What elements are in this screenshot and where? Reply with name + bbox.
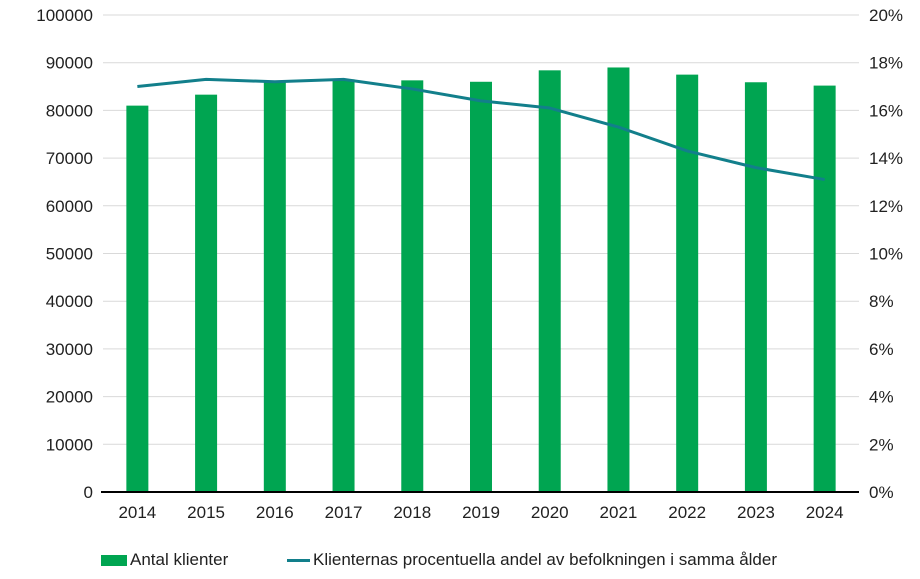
x-axis-tick-label: 2024 (806, 503, 844, 522)
y-axis-right-tick-label: 12% (869, 197, 903, 216)
bar-2014 (126, 105, 149, 492)
y-axis-left-tick-label: 50000 (46, 245, 93, 264)
bar-2022 (676, 74, 699, 492)
x-axis-tick-label: 2014 (118, 503, 156, 522)
y-axis-right-tick-label: 6% (869, 340, 894, 359)
bar-2016 (263, 81, 286, 492)
bar-2015 (195, 94, 218, 492)
legend-line-label: Klienternas procentuella andel av befolk… (313, 550, 778, 569)
x-axis-tick-label: 2022 (668, 503, 706, 522)
bar-2020 (538, 70, 561, 492)
y-axis-right-tick-label: 4% (869, 388, 894, 407)
y-axis-right-tick-label: 16% (869, 101, 903, 120)
combo-chart: 0 10000 20000 30000 40000 50000 60000 70000 8000… (36, 6, 903, 522)
y-axis-right-tick-label: 8% (869, 292, 894, 311)
bar-2019 (470, 81, 492, 492)
y-axis-left-tick-label: 10000 (46, 435, 93, 454)
bar-2017 (332, 79, 355, 493)
y-axis-left-tick-label: 70000 (46, 149, 93, 168)
bar-2023 (744, 82, 767, 492)
bar-2018 (401, 80, 424, 492)
legend-item-antal-klienter: Antal klienter (101, 550, 228, 570)
x-axis-tick-label: 2015 (187, 503, 225, 522)
y-axis-left-tick-label: 60000 (46, 197, 93, 216)
bar-2024 (813, 85, 836, 492)
bar-2021 (607, 67, 630, 492)
y-axis-left-tick-label: 20000 (46, 388, 93, 407)
trend-line (137, 77, 825, 182)
y-axis-right-tick-label: 0% (869, 483, 894, 502)
y-axis-left-tick-label: 100000 (36, 6, 93, 25)
line-legend-swatch-icon (287, 558, 310, 562)
y-axis-left-tick-label: 80000 (46, 101, 93, 120)
legend-bar-label: Antal klienter (130, 550, 229, 569)
y-axis-left-tick-label: 0 (84, 483, 93, 502)
y-axis-left-tick-label: 30000 (46, 340, 93, 359)
x-axis-tick-label: 2016 (256, 503, 294, 522)
x-axis-tick-label: 2023 (737, 503, 775, 522)
legend-item-procentuell-andel: Klienternas procentuella andel av befolk… (287, 550, 777, 570)
x-axis-tick-label: 2019 (462, 503, 500, 522)
chart-container: 0 10000 20000 30000 40000 50000 60000 70000 8000… (36, 6, 903, 569)
y-axis-left-tick-label: 90000 (46, 54, 93, 73)
y-axis-right-tick-label: 2% (869, 435, 894, 454)
y-axis-right-tick-label: 20% (869, 6, 903, 25)
y-axis-right-tick-label: 14% (869, 149, 903, 168)
x-axis-tick-label: 2021 (600, 503, 638, 522)
y-axis-right-tick-label: 10% (869, 245, 903, 264)
x-axis-tick-label: 2017 (325, 503, 363, 522)
y-axis-left-tick-label: 40000 (46, 292, 93, 311)
y-axis-right-tick-label: 18% (869, 54, 903, 73)
x-axis-tick-label: 2018 (393, 503, 431, 522)
x-axis-tick-label: 2020 (531, 503, 569, 522)
bar-legend-swatch-icon (101, 554, 127, 566)
